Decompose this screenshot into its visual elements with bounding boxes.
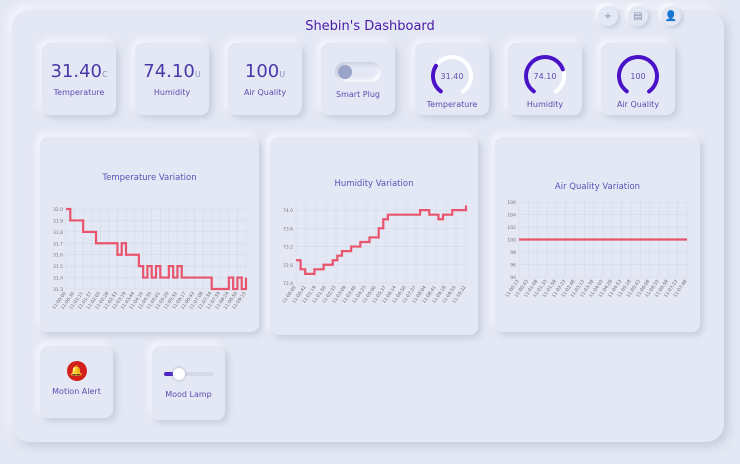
y-tick-label: 100 [507, 238, 516, 244]
y-tick-label: 102 [507, 225, 516, 231]
gauge-ring: 31.40 [431, 54, 473, 97]
gauge-fill [617, 54, 659, 97]
gauge-value: 74.10 [534, 72, 557, 81]
slider-fill [163, 372, 179, 376]
humidity-chart: Humidity Variation 74.0 73.6 73.2 72.8 72.4 11… [270, 137, 478, 335]
y-tick-label: 31.6 [53, 253, 63, 259]
gauge-label: Temperature [426, 100, 478, 109]
humidity-card: 74.10U Humidity [135, 43, 209, 115]
y-tick-label: 73.2 [283, 245, 293, 251]
smart-plug-card: Smart Plug [321, 43, 395, 115]
mood-lamp-slider[interactable] [163, 368, 214, 380]
air-quality-unit: U [279, 70, 286, 79]
gauge-fill [524, 54, 566, 97]
y-tick-label: 31.3 [53, 287, 63, 293]
temperature-gauge-card: 31.40 Temperature [415, 43, 489, 115]
chart-svg: 74.073.673.272.872.411:00:0511:00:4211:0… [281, 201, 468, 305]
gauge-fill [431, 54, 473, 97]
y-tick-label: 31.7 [53, 241, 63, 247]
mood-lamp-card: Mood Lamp [152, 346, 225, 420]
slider-thumb[interactable] [172, 368, 185, 380]
gauge-value: 100 [630, 72, 645, 81]
temperature-chart: Temperature Variation 32.0 31.9 31.8 31.7 31.… [40, 137, 259, 332]
gauge-ring: 74.10 [524, 54, 566, 97]
chart-title: Air Quality Variation [554, 182, 641, 192]
user-icon[interactable]: 👤 [661, 6, 681, 26]
humidity-unit: U [194, 70, 201, 79]
y-tick-label: 32.0 [53, 207, 63, 213]
y-tick-label: 104 [507, 213, 516, 219]
chart-title: Humidity Variation [334, 179, 414, 189]
temperature-unit: C [101, 70, 108, 79]
y-tick-label: 72.4 [283, 281, 293, 287]
motion-alert-label: Motion Alert [52, 387, 101, 396]
y-tick-label: 74.0 [283, 208, 293, 214]
air-quality-chart: Air Quality Variation 106 104 102 100 98 96 94 1… [495, 137, 700, 332]
gauge-label: Air Quality [616, 100, 660, 109]
page-title: Shebin's Dashboard [305, 19, 435, 34]
chart-title: Temperature Variation [102, 173, 197, 183]
air-quality-value: 100 [244, 61, 280, 82]
chart-svg: 32.031.931.831.731.631.531.431.311:00:00… [51, 207, 248, 311]
y-tick-label: 106 [507, 200, 516, 206]
y-tick-label: 31.4 [53, 276, 63, 282]
temperature-card: 31.40C Temperature [42, 43, 116, 115]
plus-icon[interactable]: + [598, 6, 618, 26]
y-tick-label: 31.5 [53, 264, 63, 270]
temperature-value: 31.40 [50, 61, 102, 82]
humidity-value: 74.10 [143, 61, 195, 82]
y-tick-label: 72.8 [283, 263, 293, 269]
y-tick-label: 31.8 [53, 230, 63, 236]
air-quality-card: 100U Air Quality [228, 43, 302, 115]
chart-svg: 10610410210098969411:00:1311:00:4311:01:… [504, 200, 689, 299]
y-tick-label: 94 [510, 275, 516, 281]
gauge-value: 31.40 [441, 72, 464, 81]
motion-alert-card: 🔔 Motion Alert [40, 346, 113, 418]
toggle-knob [338, 65, 352, 79]
air-quality-label: Air Quality [243, 88, 287, 97]
bell-icon[interactable]: 🔔 [66, 361, 87, 381]
air-quality-gauge-card: 100 Air Quality [601, 43, 675, 115]
series-line [66, 207, 248, 291]
smart-plug-label: Smart Plug [336, 90, 380, 99]
gauge-ring: 100 [617, 54, 659, 97]
mood-lamp-label: Mood Lamp [165, 390, 212, 399]
humidity-gauge-card: 74.10 Humidity [508, 43, 582, 115]
y-tick-label: 96 [510, 263, 516, 269]
y-tick-label: 73.6 [283, 226, 293, 232]
note-icon[interactable]: ▤ [628, 6, 648, 26]
gauge-label: Humidity [526, 100, 564, 109]
temperature-label: Temperature [53, 88, 105, 97]
y-tick-label: 98 [510, 250, 516, 256]
y-tick-label: 31.9 [53, 218, 63, 224]
humidity-label: Humidity [153, 88, 191, 97]
smart-plug-toggle[interactable] [335, 62, 381, 82]
series-line [296, 205, 468, 275]
